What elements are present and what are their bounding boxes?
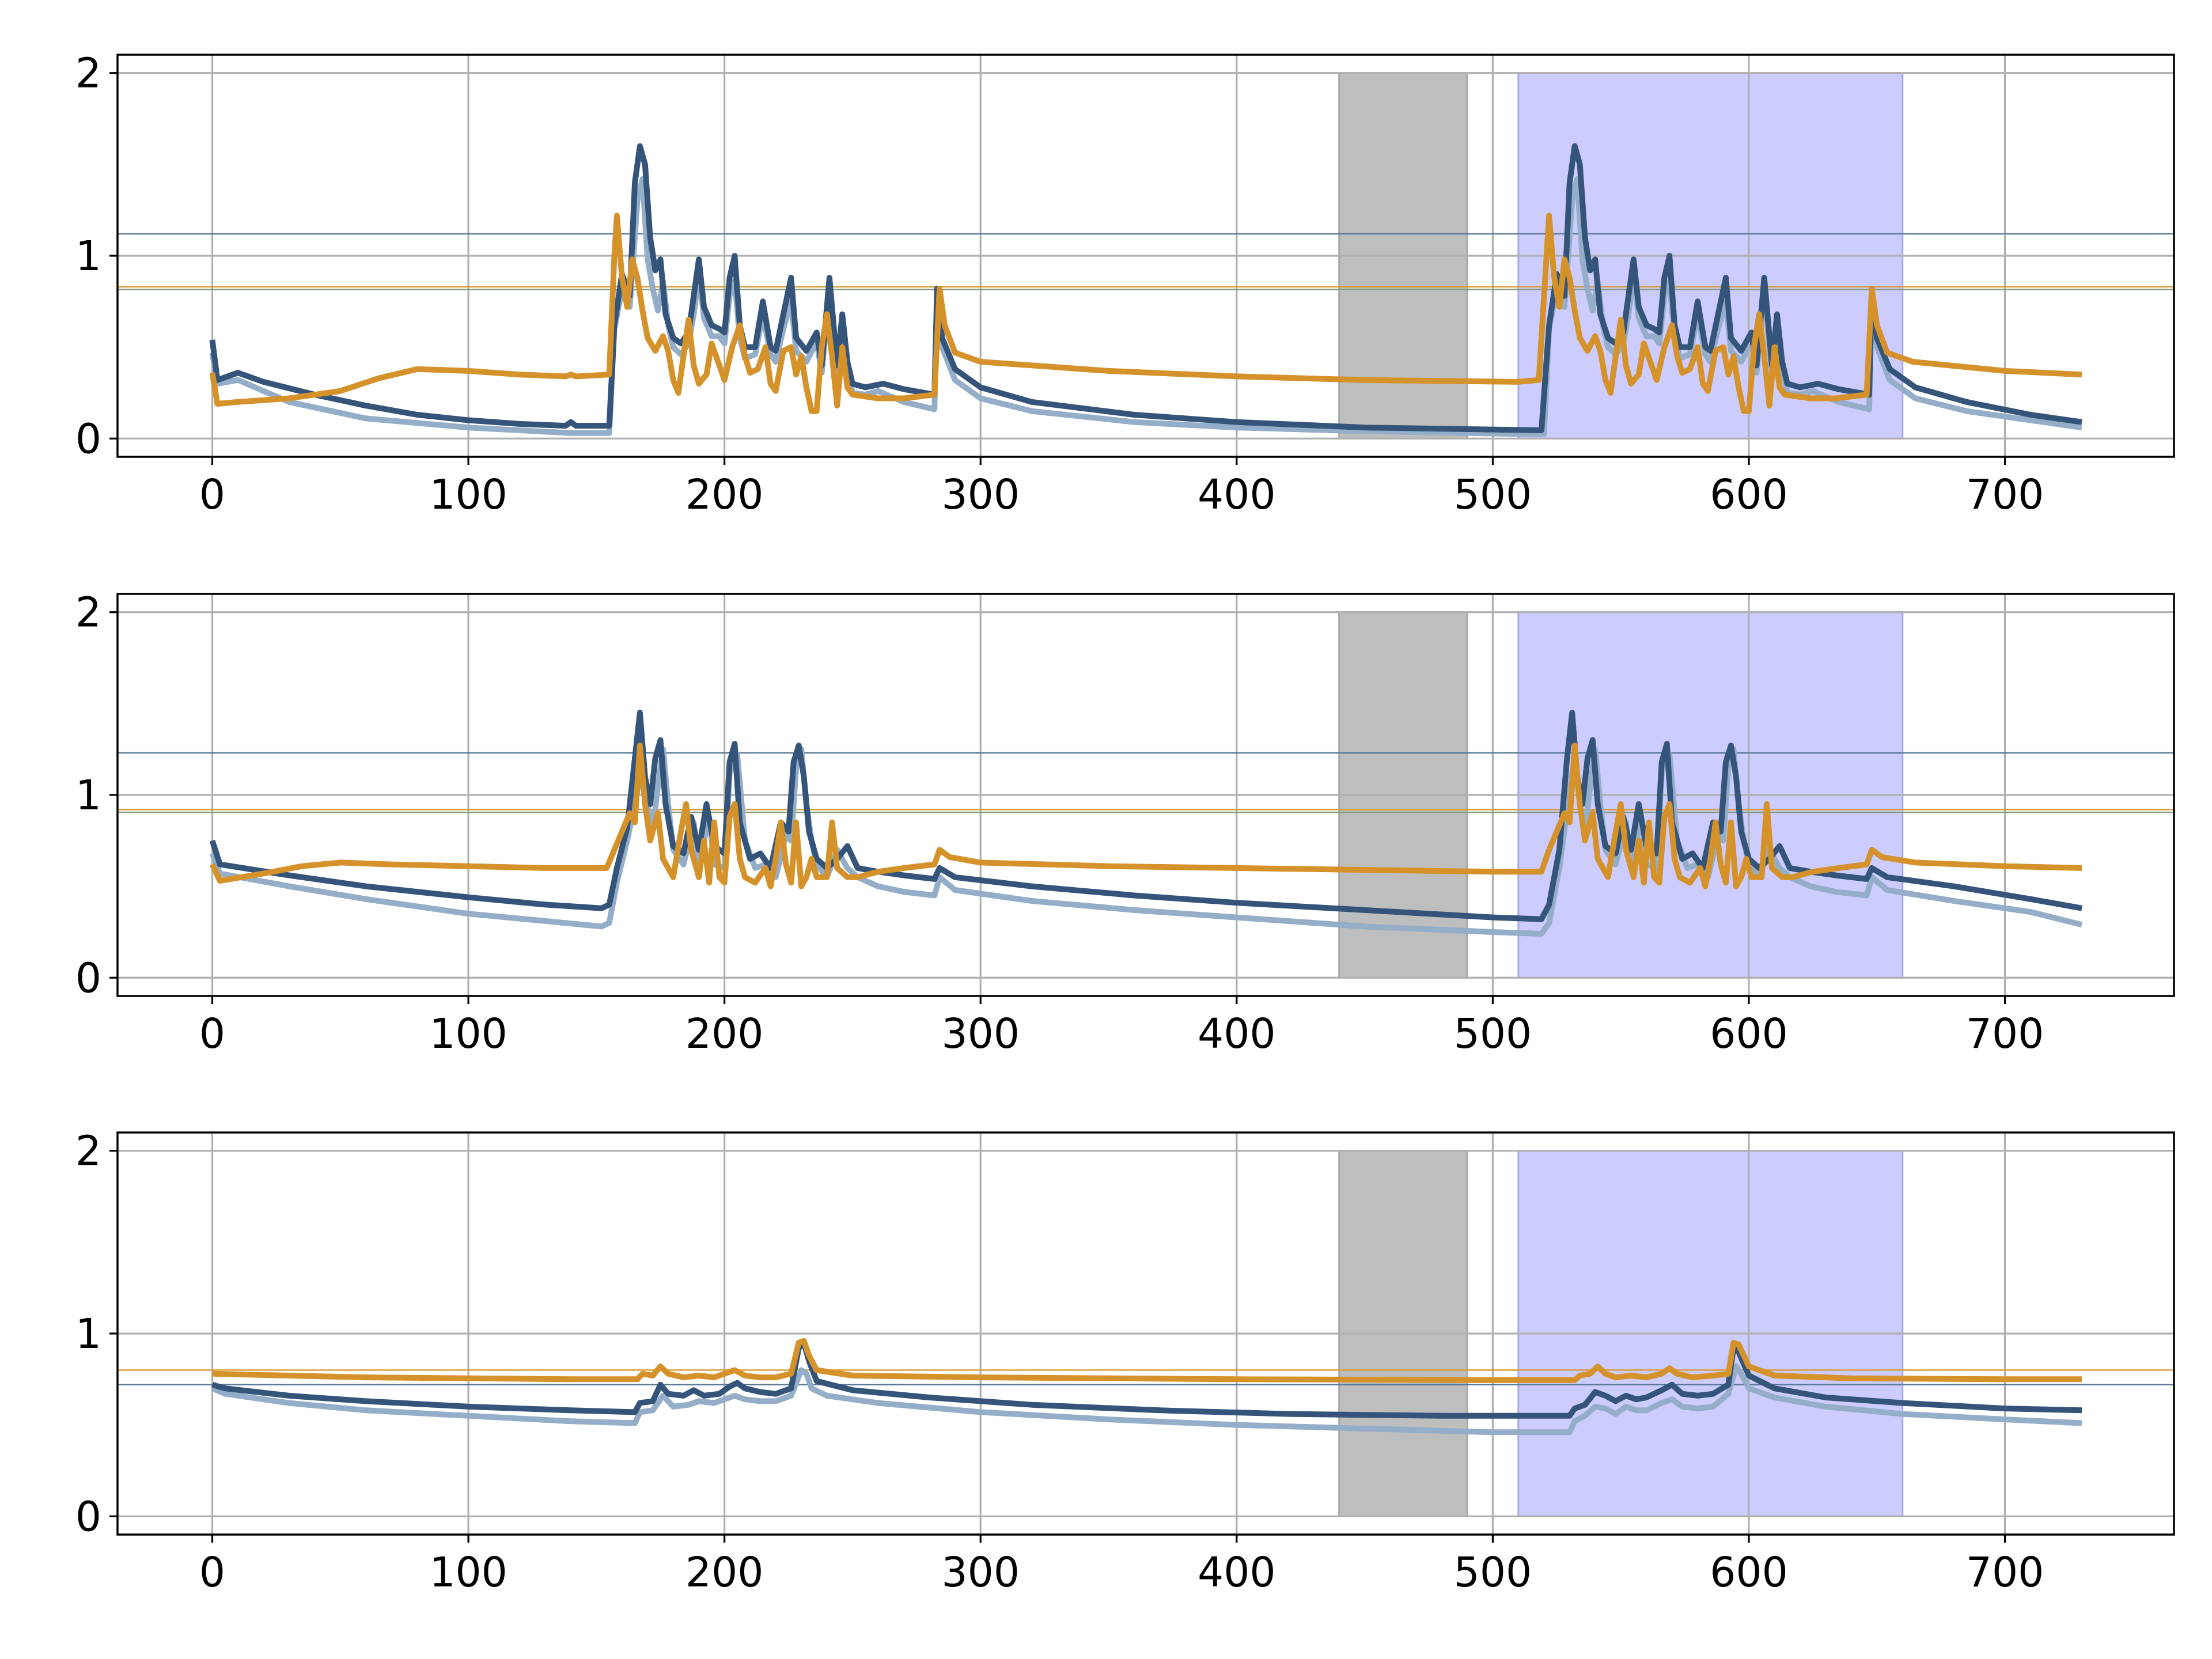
y-tick-label: 1 — [75, 1310, 101, 1358]
y-tick-label: 2 — [75, 1127, 101, 1175]
series-line-3 — [209, 743, 2082, 889]
x-tick-label: 0 — [199, 1548, 225, 1596]
x-tick-label: 100 — [429, 1548, 507, 1596]
x-tick-label: 500 — [1454, 1010, 1532, 1058]
x-tick-label: 700 — [1966, 1548, 2044, 1596]
y-tick-label: 0 — [75, 954, 101, 1002]
x-tick-label: 500 — [1454, 1548, 1532, 1596]
series-line-2 — [209, 710, 2082, 922]
series-group — [209, 143, 2082, 437]
x-tick-label: 200 — [685, 1010, 764, 1058]
subplot-2: 0 100 200 300 400 500 600 700 0 1 2 — [75, 589, 2175, 1058]
x-tick-label: 300 — [941, 1010, 1020, 1058]
x-tick-label: 100 — [429, 471, 507, 518]
x-tick-label: 400 — [1198, 1548, 1276, 1596]
x-tick-label: 300 — [941, 1548, 1020, 1596]
x-tick-label: 500 — [1454, 471, 1532, 518]
series-line-2 — [211, 1339, 2082, 1419]
x-tick-label: 700 — [1966, 1010, 2044, 1058]
subplot-3: 0 100 200 300 400 500 600 700 0 1 2 — [75, 1127, 2175, 1596]
series-line-2 — [209, 143, 2082, 433]
x-tick-label: 600 — [1710, 1010, 1788, 1058]
series-line-3 — [209, 213, 2082, 414]
series-group — [211, 1338, 2082, 1435]
y-tick-label: 1 — [75, 232, 101, 280]
subplot-1: 0 100 200 300 400 500 600 700 0 1 2 — [75, 50, 2175, 518]
x-tick-label: 700 — [1966, 471, 2044, 518]
x-tick-label: 200 — [685, 471, 764, 518]
series-line-3 — [212, 1338, 2082, 1383]
series-group — [209, 710, 2083, 937]
y-tick-label: 0 — [75, 1493, 101, 1540]
x-tick-label: 0 — [199, 471, 225, 518]
series-line-1 — [211, 1363, 2082, 1435]
y-tick-label: 1 — [75, 771, 101, 819]
x-tick-label: 100 — [429, 1010, 507, 1058]
y-tick-label: 2 — [75, 589, 101, 637]
x-tick-label: 600 — [1710, 1548, 1788, 1596]
x-tick-label: 0 — [199, 1010, 225, 1058]
y-tick-label: 0 — [75, 415, 101, 463]
y-tick-label: 2 — [75, 50, 101, 97]
x-tick-label: 600 — [1710, 471, 1788, 518]
x-tick-label: 300 — [941, 471, 1020, 518]
x-tick-label: 200 — [685, 1548, 764, 1596]
x-tick-label: 400 — [1198, 471, 1276, 518]
x-tick-label: 400 — [1198, 1010, 1276, 1058]
